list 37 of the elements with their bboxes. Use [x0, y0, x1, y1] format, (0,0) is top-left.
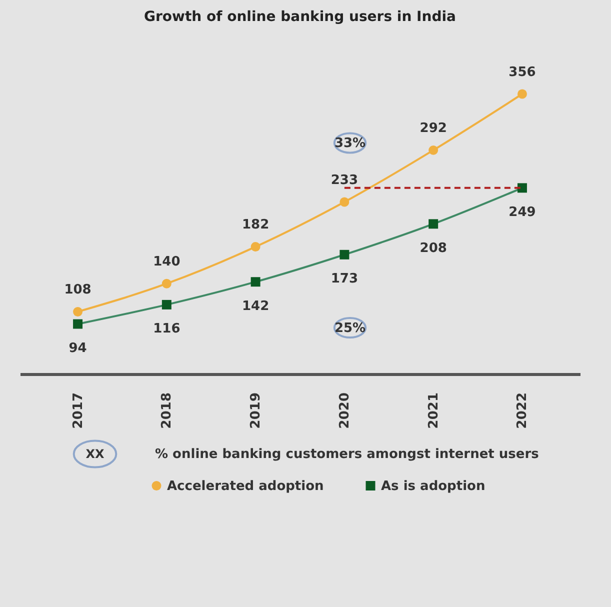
point — [250, 242, 260, 252]
data-label: 233 — [330, 172, 358, 188]
x-tick-label: 2022 — [515, 392, 530, 429]
data-label: 292 — [420, 121, 447, 136]
point — [428, 145, 438, 155]
point — [517, 183, 527, 193]
x-tick-label: 2019 — [248, 392, 264, 429]
data-label: 182 — [242, 218, 270, 233]
point — [162, 300, 172, 310]
point — [73, 306, 83, 316]
text: % online banking customers amongst internet users — [155, 447, 540, 462]
legend-label: Accelerated adoption — [167, 478, 324, 494]
data-label: 142 — [242, 298, 270, 314]
point — [162, 278, 172, 288]
x-tick-label: 2021 — [426, 392, 442, 429]
x-tick-label: 2017 — [70, 392, 86, 429]
data-label: 116 — [153, 322, 180, 337]
point — [517, 89, 527, 99]
point — [428, 219, 438, 229]
x-tick-label: 2018 — [160, 392, 175, 429]
annotation: 33% — [334, 136, 366, 151]
annotation: 25% — [334, 320, 366, 336]
point — [250, 277, 260, 287]
chart-title: Growth of online banking users in India — [144, 9, 456, 25]
point — [73, 319, 83, 329]
point — [340, 197, 350, 207]
data-label: 140 — [153, 254, 180, 270]
text: XX — [86, 447, 105, 461]
x-tick-label: 2020 — [337, 392, 352, 429]
data-label: 356 — [508, 65, 536, 80]
data-label: 94 — [68, 341, 87, 356]
data-label: 208 — [420, 240, 447, 256]
data-label: 173 — [330, 272, 358, 287]
data-label: 108 — [64, 282, 92, 298]
legend-label: As is adoption — [381, 478, 486, 494]
point — [340, 250, 350, 260]
data-label: 249 — [508, 204, 536, 220]
